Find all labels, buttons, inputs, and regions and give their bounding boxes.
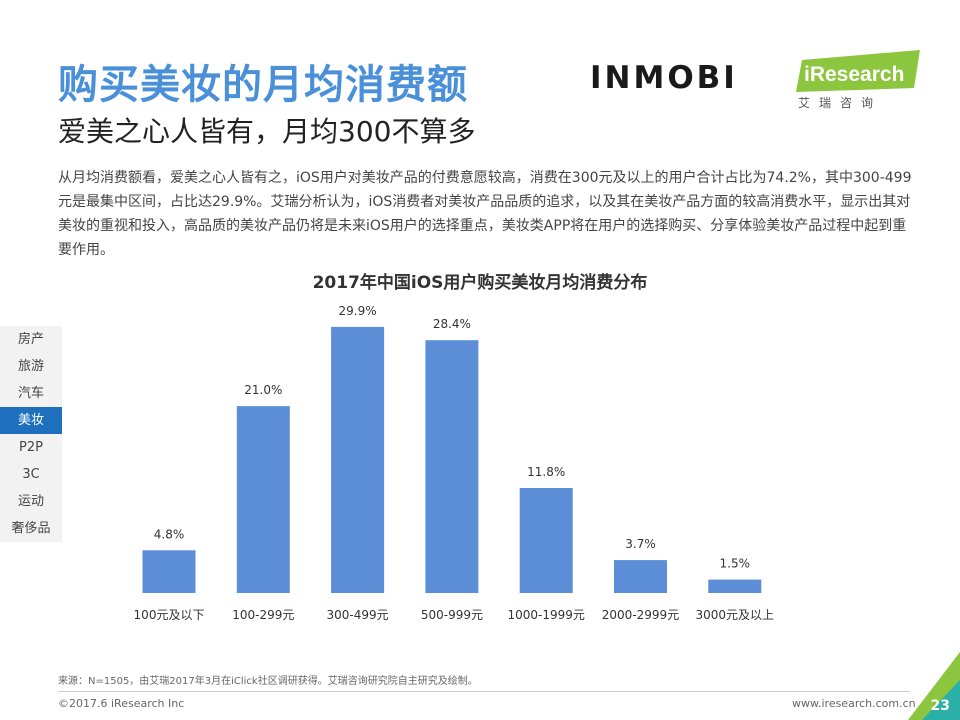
iresearch-chinese-name: 艾瑞咨询 bbox=[798, 96, 883, 110]
side-nav-item[interactable]: 旅游 bbox=[0, 353, 62, 380]
bar bbox=[425, 340, 479, 593]
iresearch-logo-shape bbox=[796, 50, 920, 92]
iresearch-logo-text: iResearch bbox=[804, 63, 904, 86]
side-nav-item[interactable]: 奢侈品 bbox=[0, 515, 62, 542]
chart-title: 2017年中国iOS用户购买美妆月均消费分布 bbox=[312, 273, 648, 293]
bar-value-label: 28.4% bbox=[433, 317, 471, 331]
side-nav-item[interactable]: 运动 bbox=[0, 488, 62, 515]
category-label: 100-299元 bbox=[232, 608, 294, 622]
page-number: 23 bbox=[930, 698, 950, 714]
footer-divider bbox=[58, 691, 910, 692]
iresearch-logo: iResearch bbox=[796, 50, 920, 92]
side-nav-item[interactable]: 房产 bbox=[0, 326, 62, 353]
bar bbox=[236, 406, 290, 593]
category-label: 500-999元 bbox=[421, 608, 483, 622]
bar-value-label: 3.7% bbox=[625, 537, 656, 551]
bar-value-label: 4.8% bbox=[154, 527, 185, 541]
bar bbox=[519, 488, 573, 593]
page-subtitle: 爱美之心人皆有，月均300不算多 bbox=[58, 115, 476, 148]
copyright: ©2017.6 iResearch Inc bbox=[58, 697, 185, 710]
side-nav-item[interactable]: 汽车 bbox=[0, 380, 62, 407]
side-category-nav: 房产 旅游 汽车 美妆 P2P 3C 运动 奢侈品 bbox=[0, 326, 62, 542]
category-label: 100元及以下 bbox=[134, 608, 205, 622]
corner-teal-shape bbox=[922, 680, 960, 720]
website-link[interactable]: www.iresearch.com.cn bbox=[792, 697, 916, 710]
category-label: 300-499元 bbox=[327, 608, 389, 622]
category-label: 2000-2999元 bbox=[602, 608, 679, 622]
category-label: 3000元及以上 bbox=[696, 608, 775, 622]
bar bbox=[142, 550, 196, 593]
bar bbox=[331, 326, 385, 593]
bar-value-label: 1.5% bbox=[720, 557, 751, 571]
bar-value-label: 21.0% bbox=[244, 383, 282, 397]
bar-value-label: 29.9% bbox=[339, 304, 377, 318]
side-nav-item[interactable]: P2P bbox=[0, 434, 62, 461]
category-label: 1000-1999元 bbox=[507, 608, 584, 622]
inmobi-logo: INMOBI bbox=[590, 60, 738, 96]
side-nav-item[interactable]: 美妆 bbox=[0, 407, 62, 434]
side-nav-item[interactable]: 3C bbox=[0, 461, 62, 488]
corner-decoration bbox=[908, 652, 960, 720]
bar bbox=[708, 579, 762, 593]
description-paragraph: 从月均消费额看，爱美之心人皆有之，iOS用户对美妆产品的付费意愿较高，消费在30… bbox=[58, 170, 912, 258]
source-note: 来源：N=1505，由艾瑞2017年3月在iClick社区调研获得。艾瑞咨询研究… bbox=[58, 676, 478, 687]
bar-value-label: 11.8% bbox=[527, 465, 565, 479]
bar bbox=[614, 560, 667, 593]
page-title: 购买美妆的月均消费额 bbox=[58, 62, 468, 108]
